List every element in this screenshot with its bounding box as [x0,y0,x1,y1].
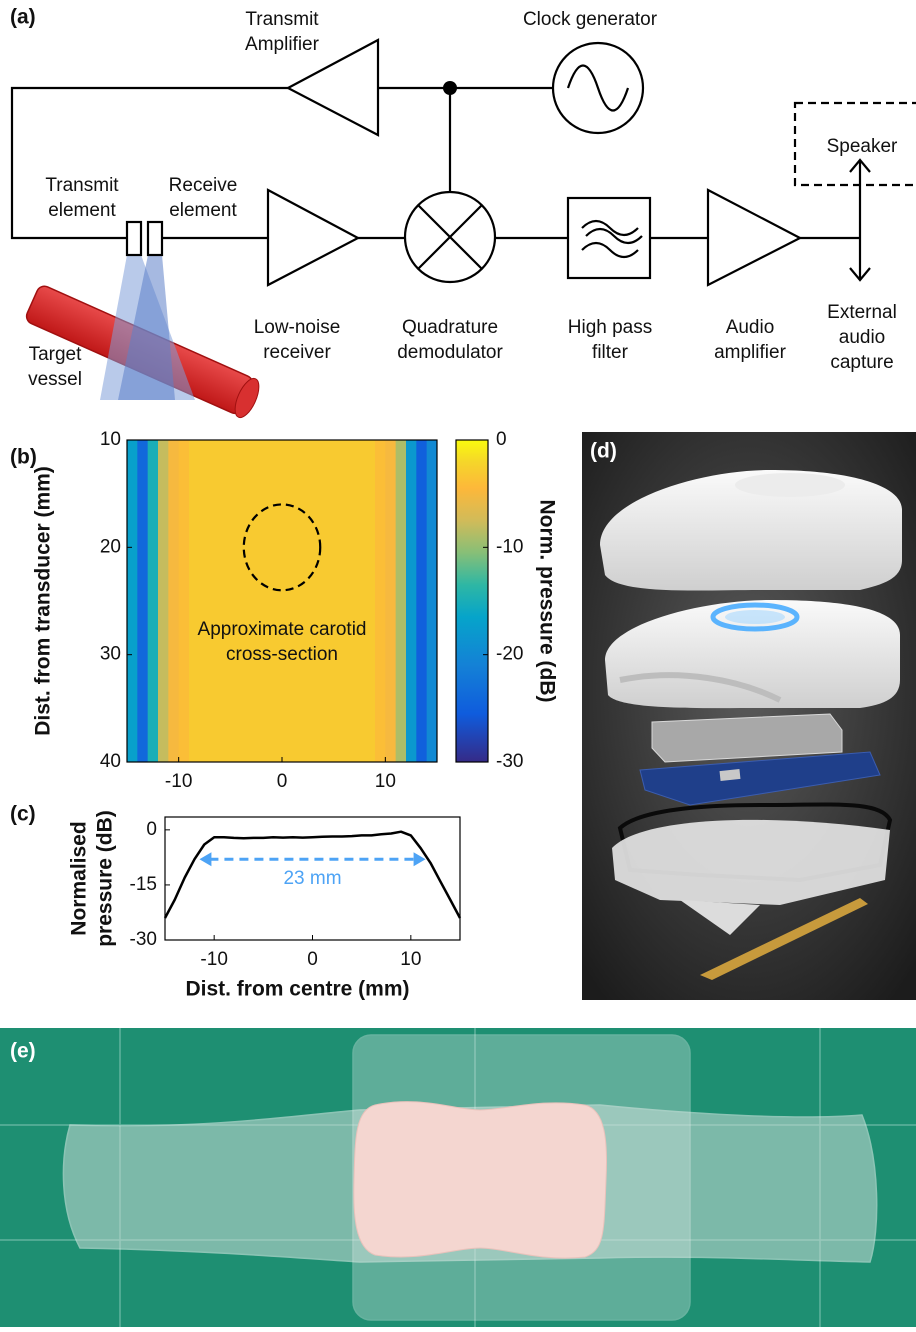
y-tick-label: 0 [146,819,157,840]
diagram-label: element [169,200,237,221]
panel-label: (e) [10,1040,36,1063]
x-tick-label: -10 [200,949,227,970]
y-tick-label: -15 [130,874,157,895]
y-tick-label: -30 [130,929,157,950]
x-axis-title: Dist. from centre (mm) [185,978,409,1001]
diagram-label: audio [839,327,886,348]
receive-element-symbol [148,222,162,255]
heat-cell [241,440,252,762]
heat-cell [385,440,396,762]
colorbar-tick-label: -20 [496,644,523,665]
diagram-label: demodulator [397,342,503,363]
x-tick-label: 0 [277,771,288,792]
diagram-label: capture [830,352,893,373]
diagram-label: filter [592,342,629,363]
target-vessel-illustration [24,255,264,421]
y-tick-label: 20 [100,536,121,557]
diagram-label: amplifier [714,342,786,363]
heat-cell [323,440,334,762]
colorbar-tick-label: -30 [496,751,523,772]
heat-cell [230,440,241,762]
junction [443,81,457,95]
transmit-element-symbol [127,222,141,255]
panel-label: (d) [590,440,617,463]
lna-symbol [268,190,358,285]
diagram-label: element [48,200,116,221]
heatmap [127,440,438,762]
patch-photo [0,1028,916,1327]
diagram-label: Transmit [245,9,319,30]
heat-cell [261,440,272,762]
x-tick-label: 10 [375,771,396,792]
heat-cell [406,440,417,762]
heat-cell [375,440,386,762]
annotation: Approximate carotid [198,619,367,640]
y-axis-title: Normalised [68,821,91,935]
heat-cell [282,440,293,762]
diagram-label: Quadrature [402,317,498,338]
panel-label: (a) [10,6,36,29]
heat-cell [148,440,159,762]
heat-cell [189,440,200,762]
y-tick-label: 10 [100,429,121,450]
diagram-label: Clock generator [523,9,658,30]
diagram-label: Transmit [45,175,119,196]
y-axis-title: pressure (dB) [94,810,117,947]
heat-cell [220,440,231,762]
heat-cell [199,440,210,762]
panel-label: (b) [10,446,37,469]
heat-cell [137,440,148,762]
filter-symbol [568,198,650,278]
annotation: cross-section [226,644,338,665]
diagram-label: Speaker [827,136,898,157]
heat-cell [365,440,376,762]
diagram-label: High pass [568,317,653,338]
diagram-label: Audio [726,317,775,338]
y-tick-label: 30 [100,644,121,665]
figure: Transmit Amplifier Clock generator Speaker T… [0,0,916,1327]
diagram-label: Low-noise [254,317,341,338]
diagram-label: Receive [169,175,238,196]
y-axis-title: Dist. from transducer (mm) [32,466,55,736]
heat-cell [427,440,438,762]
heat-cell [210,440,221,762]
mixer-cross [418,205,482,269]
heat-cell [158,440,169,762]
heat-cell [354,440,365,762]
heat-cell [313,440,324,762]
heat-cell [292,440,303,762]
heat-cell [344,440,355,762]
diagram-label: Target [29,344,83,365]
diagram-label: receiver [263,342,331,363]
audio-amplifier-symbol [708,190,800,285]
block-diagram: Transmit Amplifier Clock generator Speaker T… [12,9,916,421]
heat-cell [303,440,314,762]
annotation: 23 mm [283,868,341,889]
heat-cell [334,440,345,762]
diagram-label: vessel [28,369,82,390]
colorbar-tick-label: 0 [496,429,507,450]
y-tick-label: 40 [100,751,121,772]
heat-cell [168,440,179,762]
colorbar-title: Norm. pressure (dB) [535,499,558,702]
colorbar-tick-label: -10 [496,536,523,557]
heat-cell [396,440,407,762]
panel-label: (c) [10,803,36,826]
heat-cell [179,440,190,762]
x-tick-label: 0 [307,949,318,970]
filter-icon [582,221,642,257]
device-render [582,432,916,1000]
x-tick-label: -10 [165,771,192,792]
heat-cell [127,440,138,762]
colorbar [456,440,488,762]
sine-icon [568,66,628,111]
heat-cell [251,440,262,762]
heat-cell [416,440,427,762]
diagram-label: Amplifier [245,34,320,55]
heat-cell [272,440,283,762]
diagram-label: External [827,302,897,323]
x-tick-label: 10 [400,949,421,970]
